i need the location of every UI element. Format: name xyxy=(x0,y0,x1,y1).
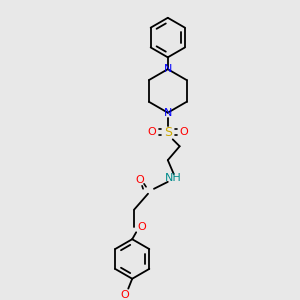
Text: N: N xyxy=(164,108,172,118)
Text: NH: NH xyxy=(165,173,182,183)
Text: O: O xyxy=(136,175,145,185)
Text: O: O xyxy=(179,128,188,137)
Text: S: S xyxy=(164,126,172,139)
Text: O: O xyxy=(148,128,156,137)
Text: O: O xyxy=(138,222,146,232)
Text: N: N xyxy=(164,64,172,74)
Text: O: O xyxy=(120,290,129,300)
